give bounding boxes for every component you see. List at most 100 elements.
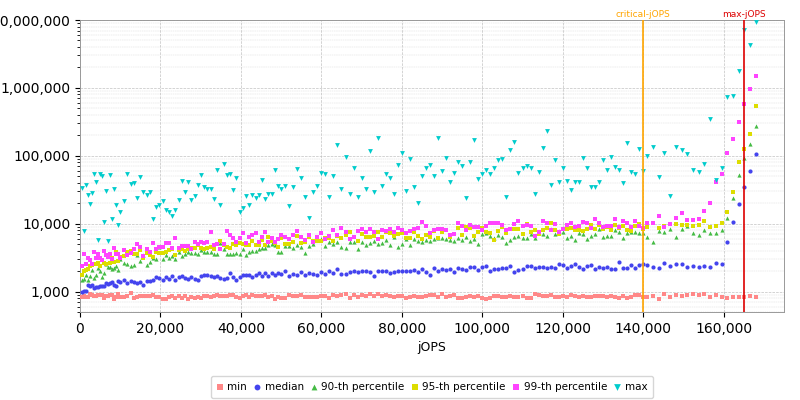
median xyxy=(323,268,336,274)
99-th percentile xyxy=(625,224,638,230)
min xyxy=(194,295,207,301)
median xyxy=(191,277,204,284)
99-th percentile xyxy=(399,230,412,236)
min xyxy=(188,295,201,301)
max xyxy=(137,189,150,195)
max xyxy=(387,191,400,198)
median xyxy=(512,267,525,273)
99-th percentile xyxy=(150,246,162,252)
min xyxy=(191,294,204,301)
max xyxy=(98,218,110,225)
median xyxy=(484,268,497,274)
95-th percentile xyxy=(585,221,598,228)
95-th percentile xyxy=(436,228,449,235)
median xyxy=(295,269,308,276)
min xyxy=(307,294,320,301)
max xyxy=(223,170,236,177)
90-th percentile xyxy=(524,231,537,238)
90-th percentile xyxy=(675,226,688,232)
90-th percentile xyxy=(262,242,274,248)
99-th percentile xyxy=(556,226,569,232)
median xyxy=(686,262,699,269)
90-th percentile xyxy=(500,240,513,246)
median xyxy=(544,264,557,270)
99-th percentile xyxy=(335,224,348,231)
90-th percentile xyxy=(343,239,356,245)
median xyxy=(710,260,722,266)
median xyxy=(692,264,705,270)
max xyxy=(544,182,557,188)
median xyxy=(448,268,461,275)
99-th percentile xyxy=(233,235,246,241)
max xyxy=(143,189,156,196)
90-th percentile xyxy=(617,234,630,241)
95-th percentile xyxy=(204,244,217,250)
90-th percentile xyxy=(670,234,682,240)
max xyxy=(448,170,461,176)
min xyxy=(335,292,348,298)
max xyxy=(118,198,130,204)
median xyxy=(265,270,278,277)
90-th percentile xyxy=(88,275,101,281)
median xyxy=(124,278,137,284)
95-th percentile xyxy=(223,244,236,251)
max xyxy=(500,194,513,200)
median xyxy=(331,266,344,272)
95-th percentile xyxy=(577,228,590,234)
median xyxy=(569,260,582,267)
max xyxy=(207,196,220,202)
90-th percentile xyxy=(399,236,412,242)
90-th percentile xyxy=(415,239,428,246)
max xyxy=(601,167,614,174)
max xyxy=(363,148,376,154)
95-th percentile xyxy=(198,246,210,252)
median xyxy=(169,277,182,283)
median xyxy=(96,283,109,290)
99-th percentile xyxy=(287,232,300,238)
95-th percentile xyxy=(96,256,109,263)
95-th percentile xyxy=(456,232,469,238)
max xyxy=(641,153,654,159)
99-th percentile xyxy=(137,252,150,259)
99-th percentile xyxy=(80,261,93,267)
max xyxy=(664,192,677,199)
min xyxy=(100,293,113,299)
95-th percentile xyxy=(710,222,722,229)
max xyxy=(188,193,201,200)
min xyxy=(98,295,110,301)
95-th percentile xyxy=(556,225,569,232)
95-th percentile xyxy=(472,229,485,235)
95-th percentile xyxy=(114,254,126,260)
min xyxy=(411,294,424,301)
99-th percentile xyxy=(315,230,328,236)
median xyxy=(185,274,198,280)
max xyxy=(274,185,287,192)
median xyxy=(210,273,223,279)
90-th percentile xyxy=(118,260,130,266)
median xyxy=(172,274,185,280)
median xyxy=(94,283,106,289)
median xyxy=(343,269,356,276)
median xyxy=(162,276,175,282)
99-th percentile xyxy=(90,254,102,261)
min xyxy=(704,294,717,300)
min xyxy=(472,292,485,299)
90-th percentile xyxy=(198,248,210,255)
95-th percentile xyxy=(692,222,705,228)
95-th percentile xyxy=(102,252,114,259)
95-th percentile xyxy=(488,236,501,243)
90-th percentile xyxy=(255,245,268,251)
min xyxy=(282,292,295,298)
90-th percentile xyxy=(214,240,226,246)
min xyxy=(172,293,185,300)
min xyxy=(456,294,469,301)
median xyxy=(472,266,485,273)
min xyxy=(504,293,517,300)
min xyxy=(198,293,210,299)
max xyxy=(236,205,249,212)
99-th percentile xyxy=(589,215,602,222)
99-th percentile xyxy=(492,220,505,226)
90-th percentile xyxy=(78,276,90,282)
95-th percentile xyxy=(686,223,699,229)
99-th percentile xyxy=(84,256,97,263)
